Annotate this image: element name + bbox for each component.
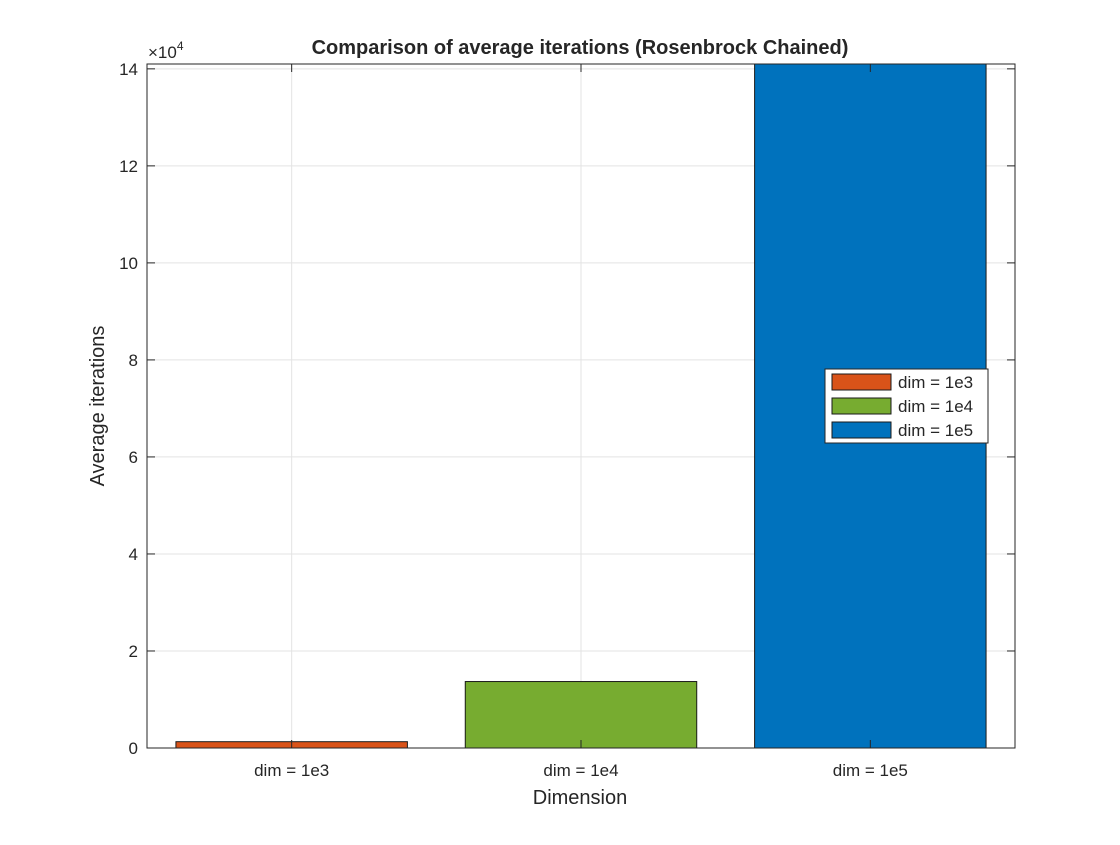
legend-swatch bbox=[831, 373, 892, 391]
legend-label: dim = 1e4 bbox=[898, 397, 973, 416]
y-axis-exponent-base: ×10 bbox=[148, 43, 177, 62]
x-tick-label: dim = 1e5 bbox=[833, 761, 908, 780]
y-tick-label: 2 bbox=[129, 642, 138, 661]
x-axis-label: Dimension bbox=[533, 787, 627, 809]
y-tick-label: 10 bbox=[119, 254, 138, 273]
chart-title: Comparison of average iterations (Rosenb… bbox=[312, 37, 849, 59]
y-tick-label: 6 bbox=[129, 448, 138, 467]
y-tick-label: 0 bbox=[129, 739, 138, 758]
legend: dim = 1e3 dim = 1e4 dim = 1e5 bbox=[824, 368, 989, 444]
legend-label: dim = 1e3 bbox=[898, 373, 973, 392]
x-tick-label: dim = 1e3 bbox=[254, 761, 329, 780]
legend-swatch bbox=[831, 397, 892, 415]
axis-ticks: 0 2 4 6 8 10 12 14 dim = 1e3 dim = 1e4 dim = 1e5 bbox=[119, 60, 1015, 780]
y-axis-exponent-power: 4 bbox=[177, 39, 184, 53]
y-tick-label: 14 bbox=[119, 60, 138, 79]
x-tick-label: dim = 1e4 bbox=[543, 761, 618, 780]
legend-swatch bbox=[831, 421, 892, 439]
bar bbox=[464, 681, 698, 749]
y-axis-exponent: ×104 bbox=[148, 39, 184, 62]
y-tick-label: 4 bbox=[129, 545, 138, 564]
legend-label: dim = 1e5 bbox=[898, 421, 973, 440]
y-tick-label: 12 bbox=[119, 157, 138, 176]
legend-items: dim = 1e3 dim = 1e4 dim = 1e5 bbox=[831, 373, 973, 440]
y-tick-label: 8 bbox=[129, 351, 138, 370]
y-axis-label: Average iterations bbox=[87, 326, 109, 487]
